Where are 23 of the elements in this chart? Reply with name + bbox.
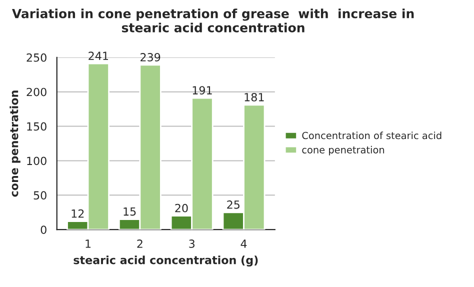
y-axis-title: cone penetration	[10, 90, 20, 197]
y-tick-label: 50	[34, 191, 46, 200]
y-tick-label: 250	[26, 53, 46, 62]
chart-title: Variation in cone penetration of grease with increase in stearic acid concentration	[12, 8, 414, 32]
data-label: 241	[88, 52, 108, 60]
data-label: 20	[175, 204, 188, 212]
legend-label: Concentration of stearic acid	[302, 132, 442, 140]
x-tick-label: 4	[240, 240, 247, 248]
data-label: 239	[140, 53, 160, 62]
data-label: 181	[244, 92, 264, 102]
x-tick-label: 3	[189, 240, 194, 248]
y-tick-label: 0	[40, 226, 46, 234]
data-label: 12	[72, 209, 84, 218]
y-tick-label: 200	[26, 88, 46, 96]
data-label: 15	[124, 207, 136, 216]
y-tick-label: 100	[27, 156, 46, 166]
legend-label: cone penetration	[302, 146, 384, 156]
x-tick-label: 2	[137, 240, 142, 248]
x-axis-title: stearic acid concentration (g)	[74, 256, 258, 266]
data-label: 25	[227, 200, 240, 209]
data-label: 191	[192, 86, 212, 94]
x-tick-label: 1	[86, 240, 91, 248]
y-tick-label: 150	[27, 122, 46, 131]
